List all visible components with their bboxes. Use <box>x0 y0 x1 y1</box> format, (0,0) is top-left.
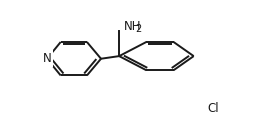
Text: 2: 2 <box>135 24 141 34</box>
Text: N: N <box>43 52 51 65</box>
Text: NH: NH <box>124 20 142 33</box>
Text: Cl: Cl <box>208 103 219 115</box>
